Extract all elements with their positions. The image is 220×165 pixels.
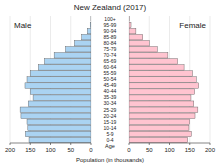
- bar: [30, 89, 91, 94]
- bar: [129, 101, 194, 106]
- tick-label: 15-19: [104, 119, 117, 125]
- tick-label: 100: [45, 147, 56, 153]
- bar: [90, 16, 91, 21]
- bar: [129, 131, 191, 136]
- tick-label: 30-34: [104, 100, 117, 106]
- bar: [129, 53, 168, 58]
- bar: [44, 59, 91, 64]
- bar: [25, 131, 91, 136]
- bar: [30, 71, 91, 76]
- tick: [50, 143, 51, 145]
- bar: [20, 107, 91, 112]
- tick-label: 0: [89, 147, 93, 153]
- tick: [91, 143, 92, 145]
- bar: [27, 119, 91, 124]
- bar: [129, 34, 143, 39]
- tick-label: 150: [185, 147, 196, 153]
- tick: [70, 143, 71, 145]
- bar: [129, 22, 131, 27]
- tick-label: 0-4: [106, 137, 113, 143]
- bar: [129, 95, 191, 100]
- tick-label: 100: [164, 147, 175, 153]
- bar: [87, 28, 91, 33]
- bar: [28, 101, 91, 106]
- tick-label: 70-74: [104, 52, 117, 58]
- bar: [82, 34, 91, 39]
- bar: [65, 47, 91, 52]
- bar: [33, 95, 91, 100]
- bar: [38, 65, 91, 70]
- bar: [129, 71, 193, 76]
- bar: [27, 77, 91, 82]
- tick-label: 200: [205, 147, 216, 153]
- tick-label: 35-39: [104, 94, 117, 100]
- bar: [129, 28, 136, 33]
- grid-line: [210, 16, 211, 143]
- bar: [29, 137, 91, 142]
- bar: [129, 59, 178, 64]
- axis-label: Population (in thousands): [76, 157, 144, 163]
- bar: [28, 125, 91, 130]
- bar: [129, 89, 195, 94]
- bar: [129, 119, 190, 124]
- title: New Zealand (2017): [74, 3, 147, 12]
- tick: [149, 143, 150, 145]
- bar: [21, 113, 91, 118]
- tick-label: 150: [25, 147, 36, 153]
- tick-label: 25-29: [104, 107, 117, 113]
- tick-label: 10-14: [104, 125, 117, 131]
- bar: [129, 137, 188, 142]
- tick-label: 45-49: [104, 82, 117, 88]
- grid-line: [10, 16, 11, 143]
- tick-label: 85-89: [104, 34, 117, 40]
- tick-label: 80-84: [104, 40, 117, 46]
- tick: [169, 143, 170, 145]
- tick-label: 20-24: [104, 113, 117, 119]
- series-label: Female: [179, 21, 206, 30]
- tick-label: 5-9: [106, 131, 113, 137]
- tick: [210, 143, 211, 145]
- bar: [25, 83, 91, 88]
- tick-label: 100+: [104, 16, 115, 22]
- tick-label: 65-69: [104, 58, 117, 64]
- tick-label: 95-99: [104, 22, 117, 28]
- tick: [10, 143, 11, 145]
- axis-label: Age: [105, 143, 115, 149]
- tick-label: 90-94: [104, 28, 117, 34]
- tick-label: 50: [67, 147, 74, 153]
- bar: [129, 47, 157, 52]
- bar: [129, 113, 195, 118]
- bars: [20, 16, 91, 142]
- bar: [129, 125, 189, 130]
- tick-label: 55-59: [104, 70, 117, 76]
- tick-label: 40-44: [104, 88, 117, 94]
- series-label: Male: [14, 21, 32, 30]
- bar: [129, 83, 199, 88]
- bars: [129, 16, 199, 142]
- bar: [90, 22, 91, 27]
- tick-label: 0: [127, 147, 131, 153]
- bar: [129, 65, 184, 70]
- bar: [129, 40, 149, 45]
- tick-label: 50-54: [104, 76, 117, 82]
- bar: [54, 53, 91, 58]
- chart: New Zealand (2017)MaleFemale0-45-910-141…: [0, 0, 220, 165]
- tick-label: 75-79: [104, 46, 117, 52]
- bar: [129, 107, 198, 112]
- bar: [129, 77, 196, 82]
- bar: [74, 40, 91, 45]
- tick: [129, 143, 130, 145]
- tick-label: 60-64: [104, 64, 117, 70]
- tick: [189, 143, 190, 145]
- tick: [30, 143, 31, 145]
- tick-label: 50: [146, 147, 153, 153]
- tick-label: 200: [5, 147, 16, 153]
- bar: [129, 16, 130, 21]
